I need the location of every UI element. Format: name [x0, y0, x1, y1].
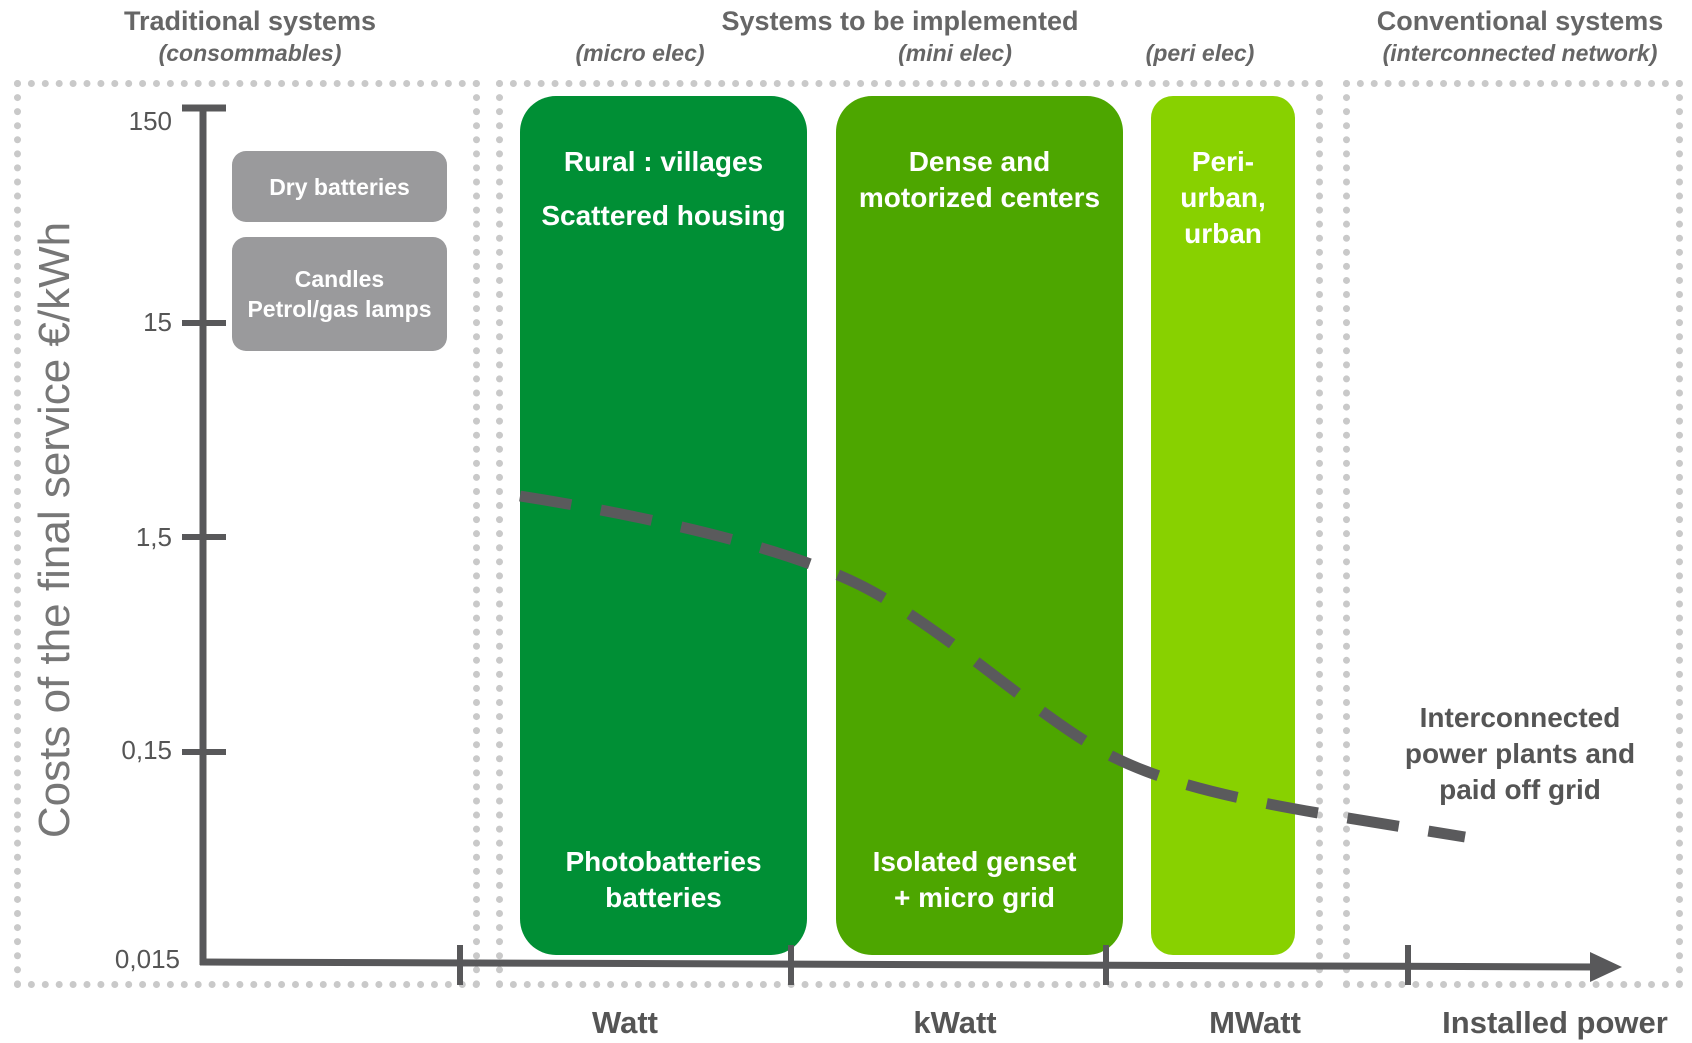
motorized-centers-label: motorized centers	[858, 182, 1101, 213]
micro-bottom-text: Photobatteries batteries	[520, 844, 807, 916]
header-peri-subtitle: (peri elec)	[1145, 40, 1255, 66]
zone-traditional	[14, 80, 480, 988]
mini-top-text: Dense and motorized centers	[836, 144, 1123, 216]
dry-batteries-label: Dry batteries	[269, 173, 410, 200]
petrol-gas-lamps-label: Petrol/gas lamps	[247, 296, 432, 322]
y-tick-label-0-15: 0,15	[121, 735, 172, 765]
interconnected-note: Interconnected power plants and paid off…	[1370, 700, 1670, 808]
micro-top-text: Rural : villages Scattered housing	[520, 144, 807, 234]
peri-label: Peri-	[1191, 146, 1255, 177]
batteries-label: batteries	[605, 882, 722, 913]
x-label-kwatt: kWatt	[913, 1005, 997, 1040]
header-traditional-subtitle: (consommables)	[158, 40, 342, 66]
header-conventional-subtitle: (interconnected network)	[1382, 40, 1658, 66]
note-line-1: Interconnected	[1419, 702, 1621, 733]
panel-peri-elec: Peri- urban, urban	[1151, 96, 1295, 955]
zone-implemented	[496, 80, 1323, 988]
panel-mini-elec: Dense and motorized centers Isolated gen…	[836, 96, 1123, 955]
note-line-3: paid off grid	[1439, 774, 1601, 805]
y-tick-label-1-5: 1,5	[135, 522, 172, 552]
x-axis-line	[199, 958, 1601, 971]
micro-grid-label: + micro grid	[893, 882, 1056, 913]
mini-bottom-text: Isolated genset + micro grid	[836, 844, 1113, 916]
candles-lamps-box: Candles Petrol/gas lamps	[232, 237, 447, 351]
urban-label: urban	[1184, 218, 1262, 249]
cost-curve-dashed	[519, 490, 1466, 843]
header-micro-subtitle: (micro elec)	[575, 40, 705, 66]
y-tick-label-150: 150	[128, 106, 172, 136]
y-axis-label: Costs of the final service €/kWh	[30, 221, 79, 839]
y-tick-label-15: 15	[143, 307, 172, 337]
header-mini-subtitle: (mini elec)	[898, 40, 1012, 66]
x-label-watt: Watt	[592, 1005, 658, 1040]
zone-conventional	[1343, 80, 1683, 988]
x-axis-arrowhead	[1590, 952, 1622, 982]
isolated-genset-label: Isolated genset	[872, 846, 1077, 877]
panel-micro-elec: Rural : villages Scattered housing Photo…	[520, 96, 807, 955]
x-label-mwatt: MWatt	[1209, 1005, 1301, 1040]
note-line-2: power plants and	[1404, 738, 1636, 769]
header-traditional-title: Traditional systems	[123, 6, 377, 36]
rural-villages-label: Rural : villages	[563, 146, 764, 177]
header-conventional-title: Conventional systems	[1376, 6, 1664, 36]
scattered-housing-label: Scattered housing	[541, 200, 786, 231]
photobatteries-label: Photobatteries	[565, 846, 762, 877]
peri-top-text: Peri- urban, urban	[1151, 144, 1295, 252]
header-implemented-title: Systems to be implemented	[721, 6, 1079, 36]
urban-comma-label: urban,	[1180, 182, 1266, 213]
candles-label: Candles	[294, 266, 385, 292]
y-tick-label-0-015: 0,015	[114, 944, 180, 974]
dry-batteries-box: Dry batteries	[232, 151, 447, 222]
x-label-installed-power: Installed power	[1442, 1005, 1668, 1040]
dense-and-label: Dense and	[908, 146, 1051, 177]
